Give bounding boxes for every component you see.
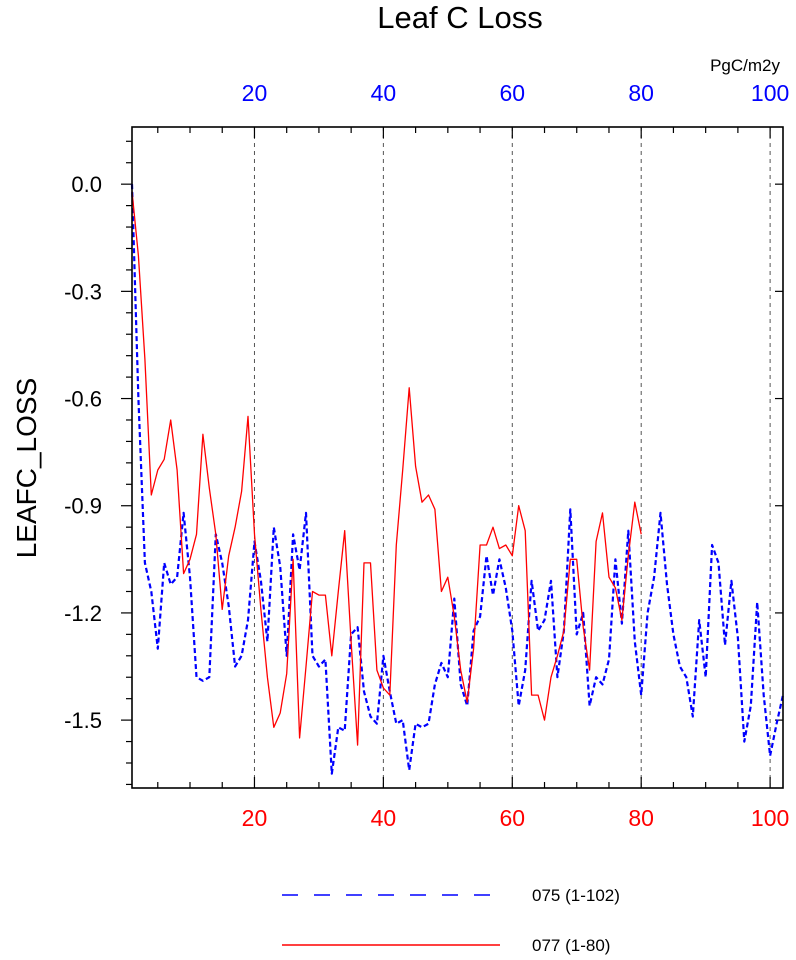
y-tick-label: -0.6: [64, 387, 102, 412]
x-tick-label-top: 80: [628, 80, 654, 106]
legend: 075 (1-102) 077 (1-80): [282, 886, 620, 955]
series-group: [130, 184, 785, 775]
x-tick-label-top: 100: [751, 80, 789, 106]
units-label: PgC/m2y: [710, 56, 780, 75]
chart-title: Leaf C Loss: [377, 0, 542, 35]
plot-frame: [131, 126, 784, 789]
x-tick-label-top: 40: [371, 80, 397, 106]
y-tick-label: -1.5: [64, 708, 102, 733]
x-tick-label-bottom: 40: [371, 805, 397, 831]
y-tick-label: -0.9: [64, 494, 102, 519]
series-line-077: [131, 191, 642, 746]
x-tick-label-top: 20: [242, 80, 268, 106]
x-tick-label-bottom: 100: [751, 805, 789, 831]
grid-lines: [253, 127, 771, 788]
y-tick-label: -0.3: [64, 279, 102, 304]
axis-ticks: [121, 127, 783, 788]
y-tick-label: -1.2: [64, 601, 102, 626]
y-tick-label: 0.0: [71, 172, 102, 197]
legend-label-077: 077 (1-80): [532, 936, 610, 955]
x-tick-label-bottom: 80: [628, 805, 654, 831]
legend-label-075: 075 (1-102): [532, 886, 620, 905]
y-axis-label: LEAFC_LOSS: [11, 378, 42, 559]
x-tick-label-bottom: 60: [499, 805, 525, 831]
x-tick-label-top: 60: [499, 80, 525, 106]
x-tick-label-bottom: 20: [242, 805, 268, 831]
tick-labels: 0.0 -0.3 -0.6 -0.9 -1.2 -1.5 20 40 60 80 100 20 40 60…: [64, 80, 789, 831]
series-line-075: [130, 184, 785, 775]
